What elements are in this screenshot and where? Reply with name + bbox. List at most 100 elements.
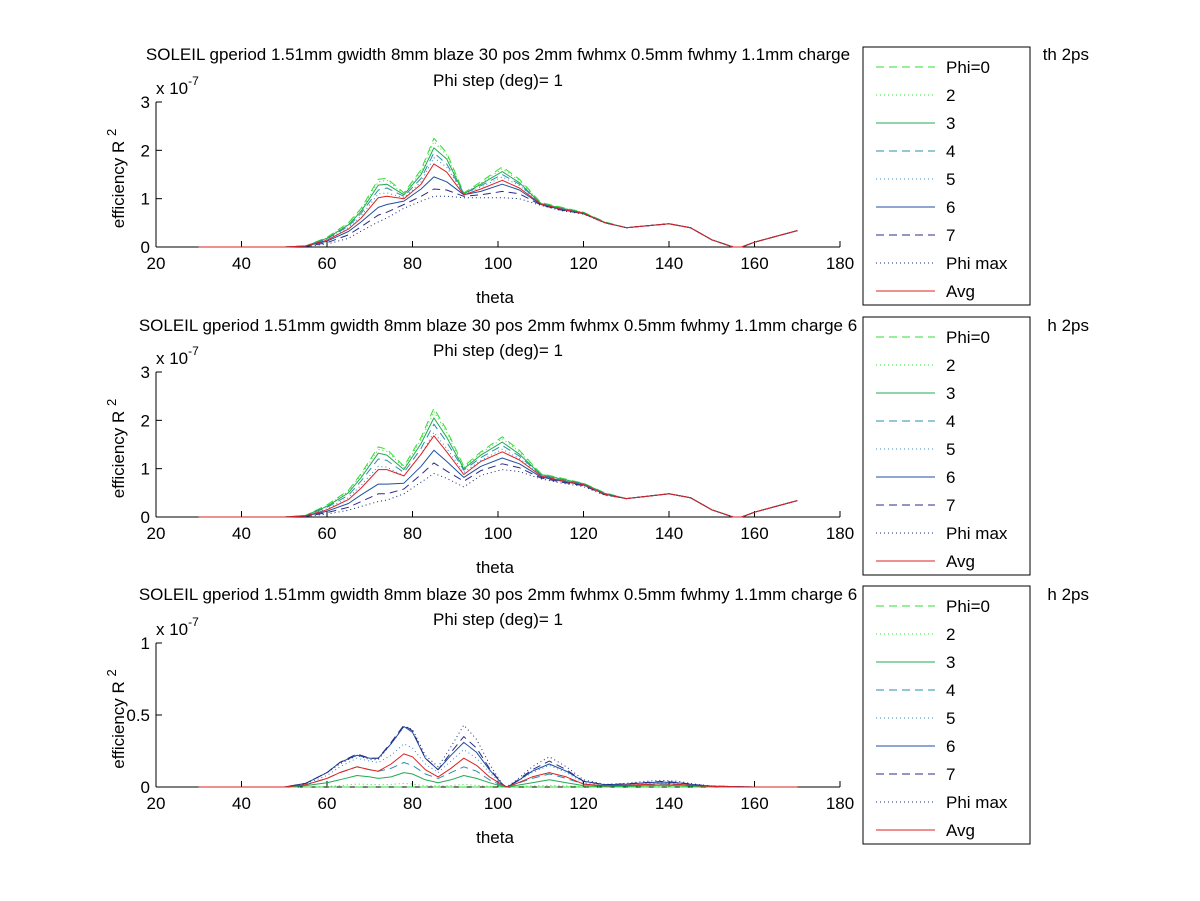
legend-label: 3 bbox=[946, 114, 955, 133]
chart-title: SOLEIL gperiod 1.51mm gwidth 8mm blaze 3… bbox=[146, 45, 850, 64]
y-axis-label: efficiency R 2 bbox=[104, 129, 128, 229]
legend-label: Avg bbox=[946, 282, 975, 301]
series-line-2 bbox=[198, 141, 798, 248]
legend-label: 6 bbox=[946, 198, 955, 217]
x-tick-label: 140 bbox=[655, 794, 683, 813]
x-axis-label: theta bbox=[476, 558, 514, 577]
x-tick-label: 180 bbox=[826, 254, 854, 273]
y-tick-label: 0 bbox=[141, 778, 150, 797]
x-tick-label: 40 bbox=[232, 794, 251, 813]
x-tick-label: 80 bbox=[403, 794, 422, 813]
series-line-6 bbox=[198, 176, 798, 248]
legend-label: 3 bbox=[946, 384, 955, 403]
chart-panel-1: SOLEIL gperiod 1.51mm gwidth 8mm blaze 3… bbox=[104, 45, 1089, 307]
x-tick-label: 140 bbox=[655, 254, 683, 273]
legend-label: 4 bbox=[946, 681, 955, 700]
legend-label: 6 bbox=[946, 737, 955, 756]
legend: Phi=0 2 3 4 5 6 7 Phi max Avg bbox=[862, 316, 1031, 576]
x-tick-label: 60 bbox=[318, 254, 337, 273]
series-line-8 bbox=[198, 724, 798, 788]
legend-label: Phi=0 bbox=[946, 328, 990, 347]
x-tick-label: 160 bbox=[740, 254, 768, 273]
y-tick-label: 1 bbox=[141, 190, 150, 209]
series-line-3 bbox=[198, 417, 798, 518]
y-axis-label: efficiency R 2 bbox=[104, 399, 128, 499]
legend-label: 2 bbox=[946, 86, 955, 105]
x-tick-label: 100 bbox=[484, 254, 512, 273]
y-tick-label: 2 bbox=[141, 141, 150, 160]
x-tick-label: 40 bbox=[232, 524, 251, 543]
legend-label: 2 bbox=[946, 625, 955, 644]
legend-label: 4 bbox=[946, 142, 955, 161]
series-line-2 bbox=[198, 411, 798, 518]
legend-label: Phi max bbox=[946, 793, 1008, 812]
legend-label: Phi=0 bbox=[946, 58, 990, 77]
chart-title-tail: h 2ps bbox=[1047, 316, 1089, 335]
series-line-6 bbox=[198, 726, 798, 788]
y-exponent-label: x 10-7 bbox=[156, 615, 199, 639]
x-tick-label: 40 bbox=[232, 254, 251, 273]
x-axis-label: theta bbox=[476, 828, 514, 847]
chart-panel-3: SOLEIL gperiod 1.51mm gwidth 8mm blaze 3… bbox=[104, 585, 1089, 847]
series-line-4 bbox=[198, 423, 798, 518]
x-tick-label: 160 bbox=[740, 524, 768, 543]
legend-label: Avg bbox=[946, 821, 975, 840]
x-tick-label: 60 bbox=[318, 524, 337, 543]
series-line-9 bbox=[198, 163, 798, 248]
x-tick-label: 20 bbox=[147, 524, 166, 543]
legend-label: 4 bbox=[946, 412, 955, 431]
legend-label: 5 bbox=[946, 440, 955, 459]
legend-box bbox=[862, 585, 1031, 845]
x-tick-label: 100 bbox=[484, 794, 512, 813]
series-line-3 bbox=[198, 772, 798, 788]
x-tick-label: 20 bbox=[147, 254, 166, 273]
x-tick-label: 80 bbox=[403, 524, 422, 543]
series-line-1 bbox=[198, 407, 798, 518]
series-line-3 bbox=[198, 147, 798, 248]
x-tick-label: 20 bbox=[147, 794, 166, 813]
legend-label: 2 bbox=[946, 356, 955, 375]
series-line-1 bbox=[198, 137, 798, 248]
series-line-7 bbox=[198, 724, 798, 788]
legend: Phi=0 2 3 4 5 6 7 Phi max Avg bbox=[862, 585, 1031, 845]
y-tick-label: 3 bbox=[141, 363, 150, 382]
y-tick-label: 2 bbox=[141, 411, 150, 430]
x-tick-label: 120 bbox=[569, 524, 597, 543]
x-tick-label: 180 bbox=[826, 524, 854, 543]
legend-label: Phi max bbox=[946, 254, 1008, 273]
series-line-5 bbox=[198, 431, 798, 518]
y-tick-label: 1 bbox=[141, 460, 150, 479]
y-exponent-label: x 10-7 bbox=[156, 344, 199, 368]
x-tick-label: 180 bbox=[826, 794, 854, 813]
legend-label: 7 bbox=[946, 765, 955, 784]
chart-subtitle: Phi step (deg)= 1 bbox=[433, 71, 563, 90]
legend-label: 7 bbox=[946, 226, 955, 245]
chart-title-tail: th 2ps bbox=[1043, 45, 1089, 64]
x-tick-label: 100 bbox=[484, 524, 512, 543]
series-line-9 bbox=[198, 753, 798, 788]
x-tick-label: 80 bbox=[403, 254, 422, 273]
chart-panel-2: SOLEIL gperiod 1.51mm gwidth 8mm blaze 3… bbox=[104, 316, 1089, 577]
series-line-8 bbox=[198, 469, 798, 518]
legend: Phi=0 2 3 4 5 6 7 Phi max Avg bbox=[862, 46, 1031, 306]
y-tick-label: 3 bbox=[141, 93, 150, 112]
x-axis-label: theta bbox=[476, 288, 514, 307]
series-line-5 bbox=[198, 157, 798, 248]
legend-label: Phi=0 bbox=[946, 597, 990, 616]
legend-label: Phi max bbox=[946, 524, 1008, 543]
x-tick-label: 120 bbox=[569, 794, 597, 813]
chart-title: SOLEIL gperiod 1.51mm gwidth 8mm blaze 3… bbox=[139, 316, 857, 335]
series-line-7 bbox=[198, 462, 798, 518]
x-tick-label: 120 bbox=[569, 254, 597, 273]
x-tick-label: 60 bbox=[318, 794, 337, 813]
legend-box bbox=[862, 46, 1031, 306]
y-tick-label: 0.5 bbox=[126, 706, 150, 725]
y-exponent-label: x 10-7 bbox=[156, 74, 199, 98]
series-line-8 bbox=[198, 195, 798, 248]
x-tick-label: 140 bbox=[655, 524, 683, 543]
series-line-9 bbox=[198, 435, 798, 518]
legend-box bbox=[862, 316, 1031, 576]
chart-title: SOLEIL gperiod 1.51mm gwidth 8mm blaze 3… bbox=[139, 585, 857, 604]
series-line-4 bbox=[198, 152, 798, 248]
